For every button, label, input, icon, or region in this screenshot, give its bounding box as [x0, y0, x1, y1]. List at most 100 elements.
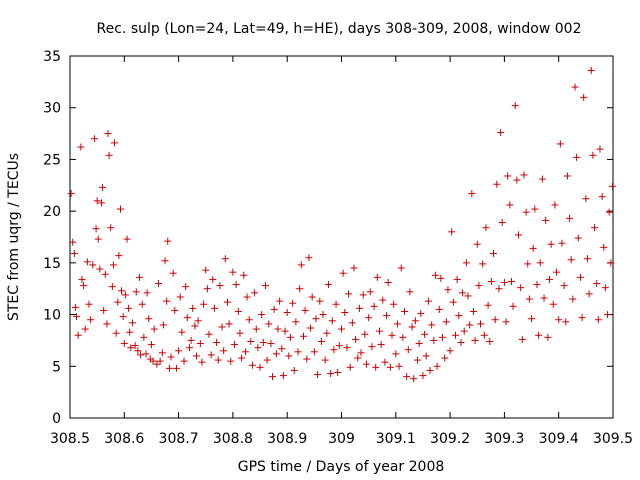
data-point: [399, 333, 407, 341]
data-point: [433, 362, 441, 370]
data-point: [430, 336, 438, 344]
data-point: [428, 321, 436, 329]
data-point: [522, 208, 530, 216]
data-point: [90, 135, 98, 143]
data-point: [415, 340, 423, 348]
data-point: [437, 274, 445, 282]
data-point: [608, 182, 616, 190]
data-point: [513, 176, 521, 184]
data-point: [105, 151, 113, 159]
data-point: [431, 271, 439, 279]
data-point: [392, 350, 400, 358]
data-point: [372, 363, 380, 371]
data-point: [243, 293, 251, 301]
data-point: [591, 224, 599, 232]
data-point: [158, 349, 166, 357]
data-point: [165, 364, 173, 372]
data-point: [126, 328, 134, 336]
data-point: [560, 282, 568, 290]
data-point: [149, 357, 157, 365]
data-point: [480, 331, 488, 339]
data-point: [509, 302, 517, 310]
data-point: [143, 289, 151, 297]
data-point: [448, 228, 456, 236]
data-point: [569, 295, 577, 303]
data-point: [545, 275, 553, 283]
y-tick-label: 30: [43, 101, 61, 117]
data-point: [422, 352, 430, 360]
data-point: [96, 265, 104, 273]
data-point: [279, 372, 287, 380]
x-tick-label: 308.7: [159, 431, 199, 447]
data-point: [551, 201, 559, 209]
data-point: [332, 300, 340, 308]
data-point: [511, 102, 519, 110]
x-tick-label: 309.1: [376, 431, 416, 447]
data-point: [156, 357, 164, 365]
data-point: [115, 252, 123, 260]
data-point: [153, 360, 161, 368]
data-point: [270, 305, 278, 313]
data-point: [145, 315, 153, 323]
data-point: [248, 361, 256, 369]
data-point: [350, 264, 358, 272]
data-point: [424, 297, 432, 305]
y-tick-label: 5: [52, 359, 61, 375]
data-point: [582, 195, 590, 203]
data-point: [531, 205, 539, 213]
data-point: [359, 291, 367, 299]
data-point: [330, 346, 338, 354]
data-point: [583, 255, 591, 263]
data-point: [128, 319, 136, 327]
data-point: [301, 306, 309, 314]
data-point: [258, 311, 266, 319]
data-point: [183, 314, 191, 322]
data-point: [252, 325, 260, 333]
data-point: [227, 357, 235, 365]
data-point: [191, 322, 199, 330]
data-point: [221, 255, 229, 263]
data-point: [223, 298, 231, 306]
data-point: [259, 338, 267, 346]
data-point: [490, 250, 498, 258]
data-point: [187, 336, 195, 344]
y-tick-label: 35: [43, 49, 61, 65]
data-point: [406, 288, 414, 296]
data-point: [125, 304, 133, 312]
data-point: [441, 354, 449, 362]
data-point: [379, 296, 387, 304]
data-point: [310, 348, 318, 356]
data-point: [276, 297, 284, 305]
data-point: [180, 357, 188, 365]
data-point: [346, 363, 354, 371]
x-tick-label: 309.3: [484, 431, 524, 447]
data-point: [207, 351, 215, 359]
data-point: [140, 333, 148, 341]
data-point: [185, 344, 193, 352]
data-point: [504, 172, 512, 180]
data-point: [292, 318, 300, 326]
data-point: [203, 285, 211, 293]
data-point: [484, 301, 492, 309]
data-point: [324, 281, 332, 289]
data-point: [361, 330, 369, 338]
data-point: [542, 216, 550, 224]
data-point: [229, 268, 237, 276]
data-point: [101, 270, 109, 278]
data-point: [444, 286, 452, 294]
data-point: [449, 298, 457, 306]
data-point: [234, 307, 242, 315]
data-point: [468, 190, 476, 198]
data-point: [169, 269, 177, 277]
data-point: [274, 325, 282, 333]
data-point: [196, 340, 204, 348]
data-point: [238, 354, 246, 362]
data-point: [247, 337, 255, 345]
data-point: [121, 291, 129, 299]
data-point: [272, 350, 280, 358]
data-point: [486, 337, 494, 345]
data-point: [108, 283, 116, 291]
data-point: [97, 199, 105, 207]
data-point: [213, 338, 221, 346]
data-point: [498, 219, 506, 227]
